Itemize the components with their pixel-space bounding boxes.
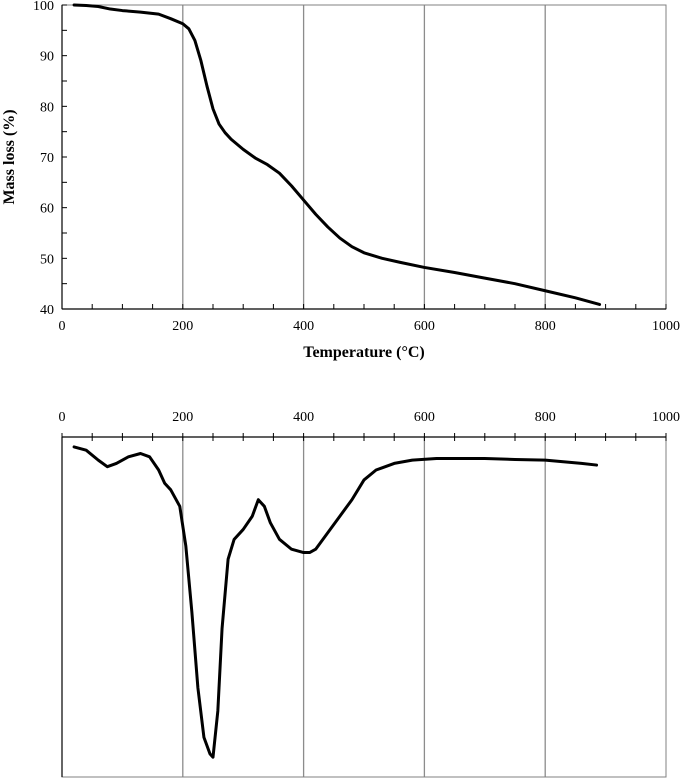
tga-y-tick-label: 40 (40, 303, 54, 318)
tga-plot-frame (61, 4, 667, 310)
dtg-x-tick-label: 800 (535, 410, 556, 425)
tga-axes (61, 4, 667, 310)
dtg-x-tick-label: 200 (172, 410, 193, 425)
tga-y-tick-label: 50 (40, 252, 54, 267)
dtg-x-tick-label: 600 (414, 410, 435, 425)
dtg-gridlines (182, 437, 546, 777)
tga-x-axis-title: Temperature (°C) (303, 344, 424, 361)
dtg-plot-frame (61, 436, 667, 778)
tga-x-tick-labels: 0 200 400 600 800 1000 (59, 319, 681, 334)
tga-y-tick-label: 60 (40, 202, 54, 217)
dtg-axes (61, 433, 667, 777)
tga-y-axis-title: Mass loss (%) (1, 109, 18, 204)
tga-x-tick-label: 400 (293, 319, 314, 334)
dtg-x-tick-label: 1000 (652, 410, 680, 425)
tga-gridlines (182, 5, 546, 309)
dtg-chart: 0 200 400 600 800 1000 (59, 410, 681, 778)
tga-y-tick-label: 90 (40, 50, 54, 65)
tga-chart: 0 200 400 600 800 1000 40 50 60 70 80 90 100 Temper… (1, 0, 680, 361)
tga-y-tick-labels: 40 50 60 70 80 90 100 (33, 0, 54, 318)
tga-x-tick-label: 0 (59, 319, 66, 334)
dtg-x-tick-labels: 0 200 400 600 800 1000 (59, 410, 681, 425)
tga-y-tick-label: 80 (40, 100, 54, 115)
tga-x-tick-label: 200 (172, 319, 193, 334)
dtg-x-tick-label: 0 (59, 410, 66, 425)
tga-x-tick-label: 1000 (652, 319, 680, 334)
tga-y-tick-label: 70 (40, 151, 54, 166)
tga-x-tick-label: 800 (535, 319, 556, 334)
tga-x-tick-label: 600 (414, 319, 435, 334)
dtg-x-tick-label: 400 (293, 410, 314, 425)
tga-y-tick-label: 100 (33, 0, 54, 14)
dtg-series-line (72, 445, 599, 759)
tga-series-line (72, 3, 602, 306)
